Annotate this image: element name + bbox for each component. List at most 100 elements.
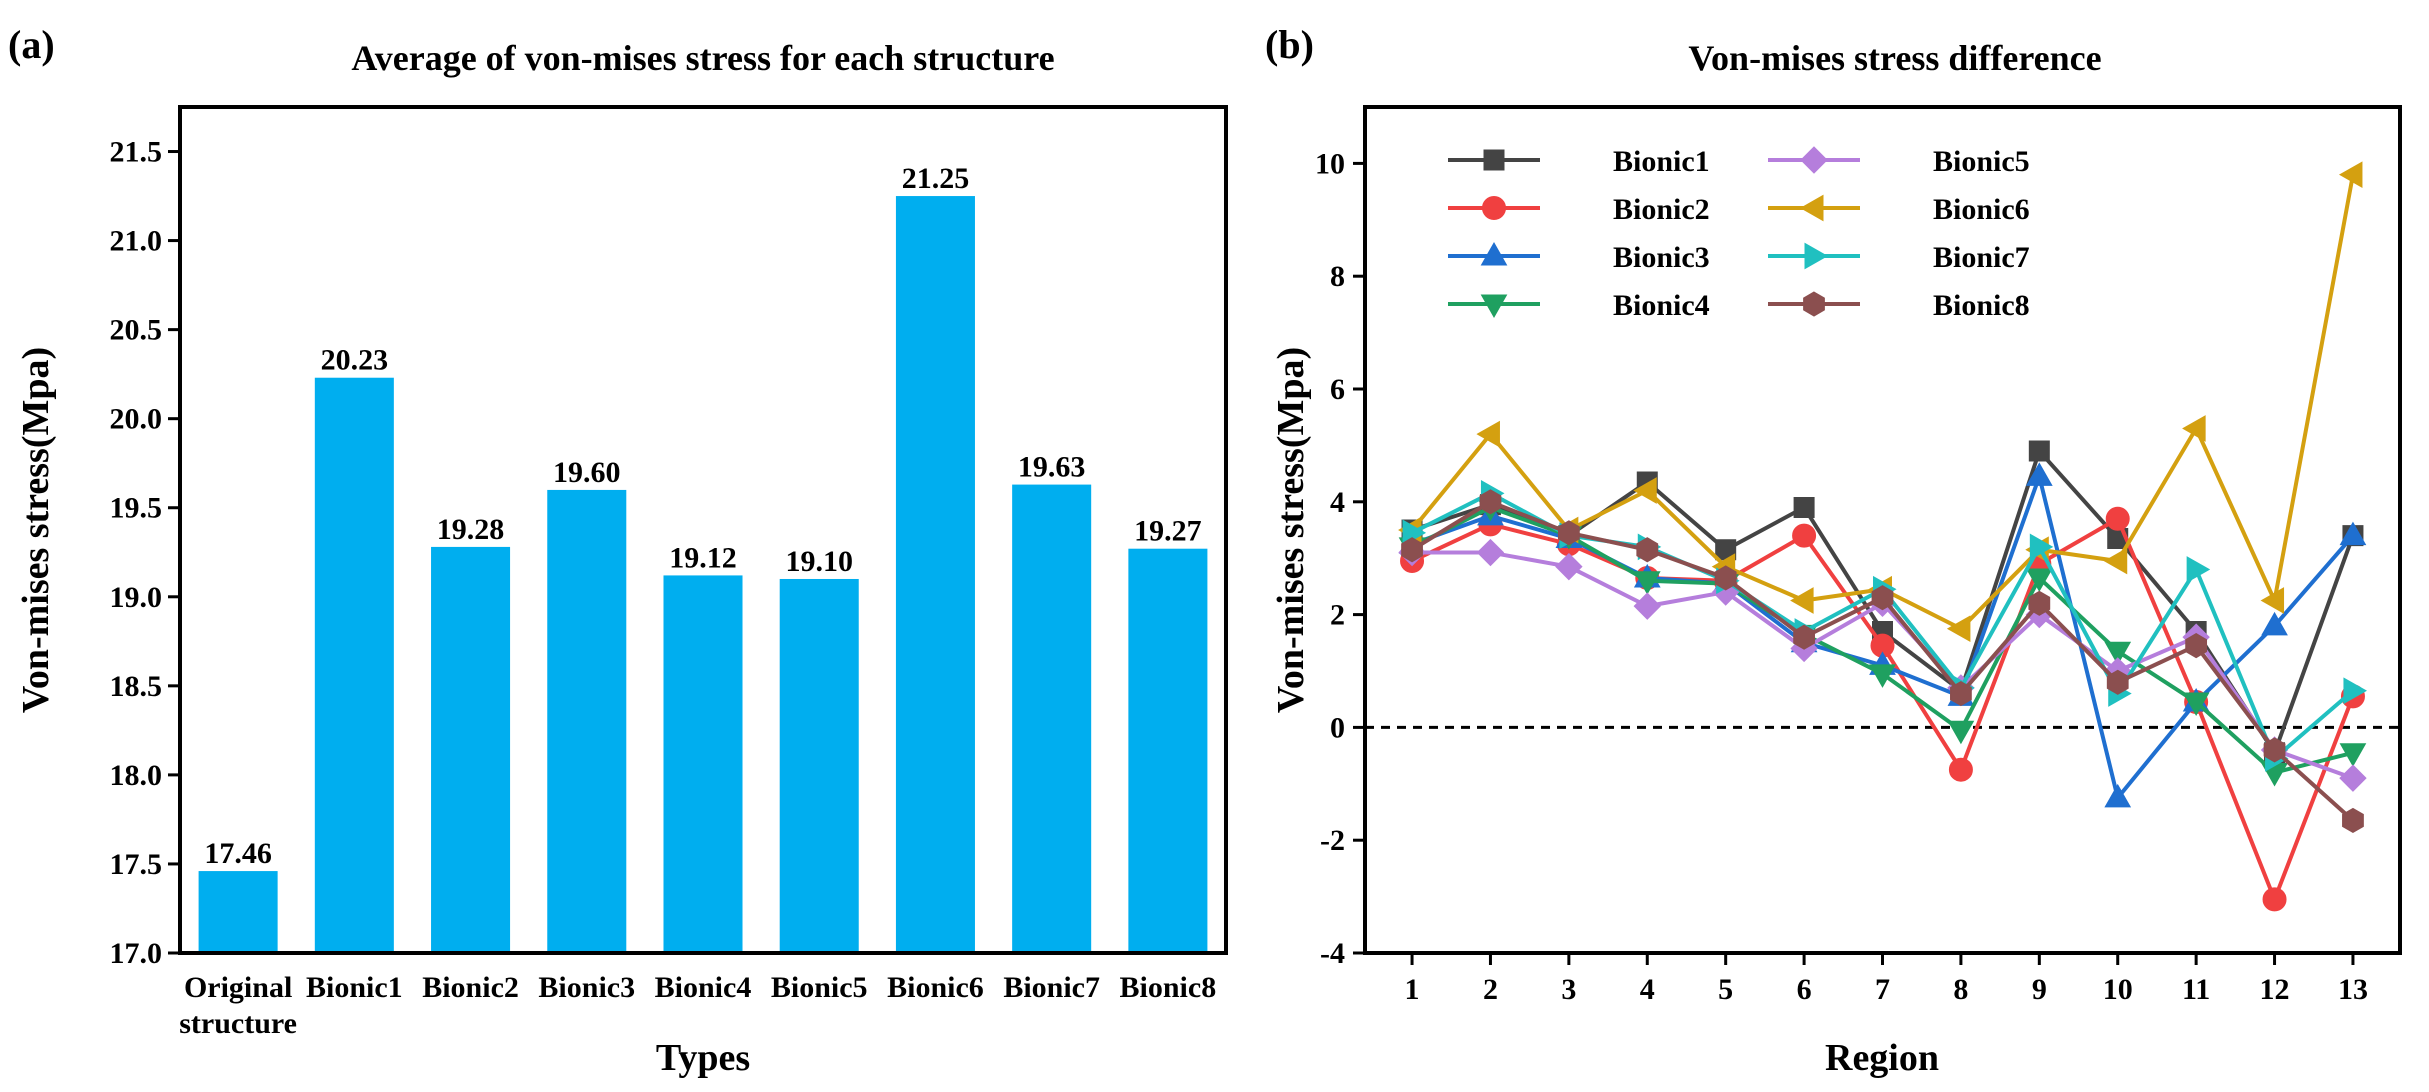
legend-entry-bionic2: Bionic2 [1448,193,1710,226]
bar-y-tick-label-4: 19.0 [110,581,163,614]
legend-entry-bionic3: Bionic3 [1448,241,1710,274]
legend-label-bionic7: Bionic7 [1933,241,2030,274]
bar-category-label-2: Bionic1 [306,971,403,1004]
panel-a-label: (a) [8,22,55,67]
point-bionic8-5 [1714,565,1737,591]
bar-2 [314,377,394,954]
point-bionic4-8 [1947,720,1975,745]
point-bionic7-13 [2343,677,2367,705]
point-bionic5-3 [1555,552,1583,581]
bar-x-axis-ticks: Original structure Bionic1 Bionic2 Bionic3 Bi… [179,971,1216,1040]
bar-7 [895,196,975,954]
line-y-tick-label-7: 10 [1315,147,1345,180]
point-bionic6-8 [1946,615,1971,643]
line-chart-panel: (b) Von-mises stress difference -4 -2 0 2 4 6… [1265,22,2402,1079]
point-bionic8-1 [1401,537,1423,563]
point-bionic5-2 [1476,538,1505,567]
point-bionic3-10 [2104,783,2132,808]
bar-chart-title: Average of von-mises stress for each str… [351,38,1054,78]
bar-5 [663,575,743,953]
line-x-tick-label-2: 2 [1483,973,1498,1006]
line-x-axis-label: Region [1825,1037,1939,1079]
line-x-tick-label-9: 9 [2032,973,2047,1006]
line-series [1398,161,2367,912]
legend-marker-bionic2 [1482,196,1506,220]
bar-value-label-2: 20.23 [321,344,389,377]
bar-category-label-8: Bionic7 [1003,971,1100,1004]
line-x-tick-label-3: 3 [1561,973,1576,1006]
bar-x-axis-label: Types [656,1037,750,1079]
point-bionic6-10 [2103,547,2128,575]
legend-marker-bionic5 [1800,146,1828,174]
bar-category-label-3: Bionic2 [422,971,519,1004]
bar-plot-frame [178,105,1228,955]
bar-6 [779,578,859,953]
legend-marker-bionic8 [1803,291,1825,317]
legend-marker-bionic1 [1483,149,1505,171]
line-x-tick-label-7: 7 [1875,973,1890,1006]
line-y-axis-label: Von-mises stress(Mpa) [1270,347,1312,713]
point-bionic6-13 [2338,161,2363,189]
bar-value-label-8: 19.63 [1018,451,1086,484]
bar-y-tick-label-3: 18.5 [110,670,163,703]
bar-category-label-1: Original structure [179,971,297,1040]
legend-entry-bionic1: Bionic1 [1448,145,1710,178]
bar-category-label-5: Bionic4 [655,971,752,1004]
line-x-tick-label-5: 5 [1718,973,1733,1006]
point-bionic3-9 [2025,462,2053,486]
bar-value-label-6: 19.10 [785,545,853,578]
series-bionic2 [1400,506,2365,912]
legend-label-bionic6: Bionic6 [1933,193,2030,226]
bar-y-tick-label-6: 20.0 [110,403,163,436]
point-bionic4-4 [1633,571,1661,595]
legend-label-bionic1: Bionic1 [1613,145,1710,178]
point-bionic6-6 [1790,587,1814,614]
bar-value-label-9: 19.27 [1134,515,1202,548]
point-bionic8-11 [2185,633,2208,659]
bar-category-label-4: Bionic3 [538,971,635,1004]
point-bionic8-10 [2106,669,2129,695]
bar-category-label-6: Bionic5 [771,971,868,1004]
point-bionic8-9 [2028,590,2051,616]
point-bionic4-13 [2339,743,2367,767]
series-line-bionic6 [1410,174,2355,631]
point-bionic8-4 [1636,537,1659,563]
bar-9 [1128,548,1208,953]
line-y-tick-label-6: 8 [1330,260,1345,293]
bar-series [198,196,1208,954]
point-bionic8-13 [2342,807,2364,834]
point-bionic7-9 [2029,533,2054,561]
point-bionic2-8 [1948,757,1973,782]
bar-value-label-4: 19.60 [553,456,621,489]
bar-category-label-7: Bionic6 [887,971,984,1004]
legend-label-bionic2: Bionic2 [1613,193,1710,226]
bar-y-axis-ticks: 17.0 17.5 18.0 18.5 19.0 19.5 20.0 20.5 21.0 21.5 [110,136,180,970]
bar-y-tick-label-5: 19.5 [110,492,163,525]
point-bionic4-9 [2025,568,2053,592]
point-bionic3-12 [2261,611,2288,636]
point-bionic6-12 [2260,587,2285,614]
line-x-tick-label-13: 13 [2338,973,2368,1006]
line-x-tick-label-8: 8 [1953,973,1968,1006]
point-bionic2-12 [2262,887,2287,912]
point-bionic7-11 [2186,556,2211,583]
point-bionic1-9 [2028,440,2050,462]
bar-y-tick-label-2: 18.0 [110,759,163,792]
line-x-tick-label-11: 11 [2182,973,2210,1006]
point-bionic1-5 [1715,539,1737,561]
bar-category-label-9: Bionic8 [1120,971,1217,1004]
point-bionic4-7 [1869,664,1896,688]
point-bionic6-11 [2182,415,2206,442]
legend-label-bionic3: Bionic3 [1613,241,1710,274]
legend-entry-bionic7: Bionic7 [1768,241,2030,274]
point-bionic8-2 [1479,489,1502,515]
legend-label-bionic8: Bionic8 [1933,289,2030,322]
bar-1 [198,871,278,953]
series-bionic6 [1398,161,2363,643]
line-y-tick-label-4: 4 [1330,486,1345,519]
bar-y-tick-label-0: 17.0 [110,937,163,970]
bar-chart-panel: (a) Average of von-mises stress for each… [8,22,1228,1079]
line-y-tick-label-2: 0 [1330,711,1345,744]
bar-y-axis-label: Von-mises stress(Mpa) [15,347,57,713]
